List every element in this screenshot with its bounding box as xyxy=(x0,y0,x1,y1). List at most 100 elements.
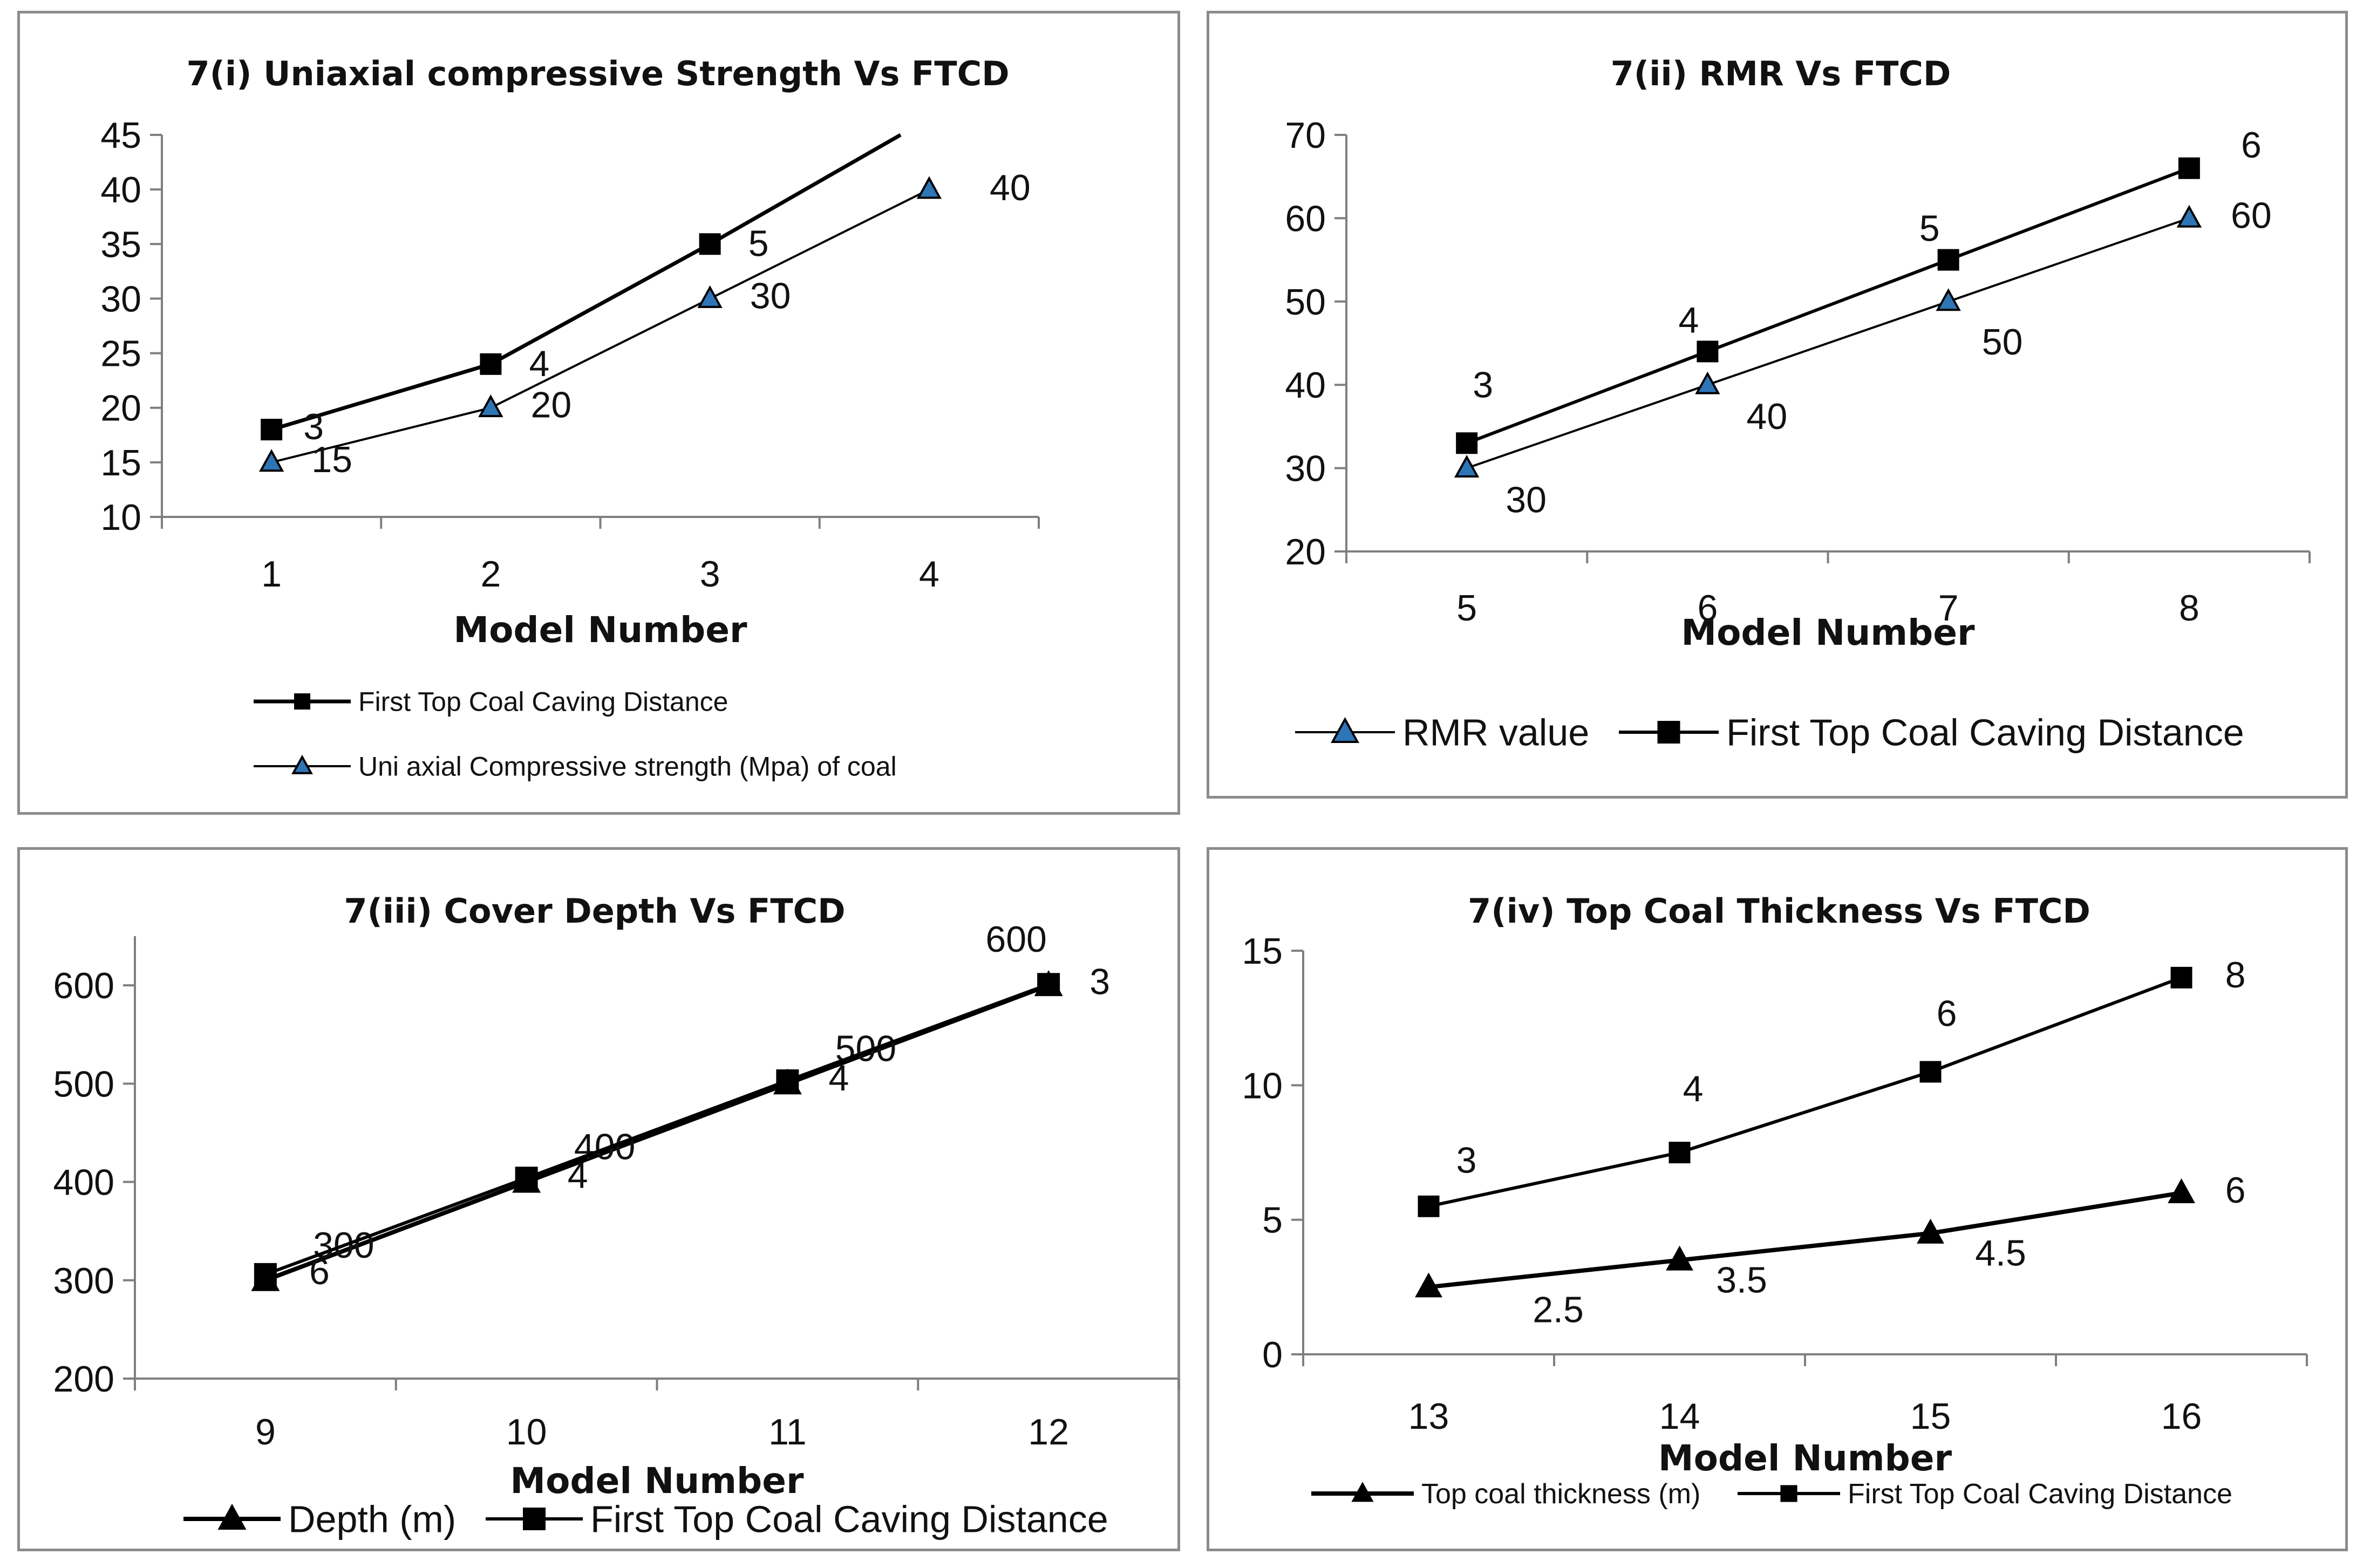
data-label: 600 xyxy=(985,919,1046,960)
y-tick-label: 200 xyxy=(53,1359,114,1400)
y-tick-label: 20 xyxy=(100,388,141,429)
data-label: 30 xyxy=(1506,480,1547,521)
data-label: 50 xyxy=(1982,322,2023,363)
data-point xyxy=(1917,1218,1944,1244)
data-label: 500 xyxy=(835,1028,896,1069)
data-point xyxy=(1695,371,1720,394)
chart-1: 7(i) Uniaxial compressive Strength Vs FT… xyxy=(100,54,1040,782)
data-label: 5 xyxy=(1919,208,1940,249)
legend-marker xyxy=(1351,1482,1374,1502)
series-2: 3 4 6 8 xyxy=(1418,955,2246,1217)
data-label: 40 xyxy=(1747,396,1788,437)
series-line xyxy=(264,983,1050,1276)
data-label: 4 xyxy=(828,1058,849,1099)
legend: RMR value First Top Coal Caving Distance xyxy=(1295,712,2244,754)
series-line xyxy=(1466,166,2190,445)
y-tick-label: 10 xyxy=(1242,1065,1283,1106)
series-1: 30 40 50 60 xyxy=(1454,195,2272,521)
legend-item: First Top Coal Caving Distance xyxy=(254,687,728,717)
data-point xyxy=(697,285,723,308)
y-tick-label: 30 xyxy=(1285,448,1326,489)
y-tick-label: 300 xyxy=(53,1260,114,1301)
data-point xyxy=(2178,157,2200,179)
chart-title: 7(iii) Cover Depth Vs FTCD xyxy=(344,891,845,931)
data-point xyxy=(1919,1061,1942,1083)
legend-marker xyxy=(1331,717,1359,743)
legend-item: RMR value xyxy=(1295,712,1589,754)
series-2: 6 4 4 3 xyxy=(254,961,1110,1292)
legend: Depth (m) First Top Coal Caving Distance xyxy=(183,1498,1108,1540)
x-tick-label: 10 xyxy=(506,1412,547,1453)
series-1: 3 4 5 xyxy=(261,133,902,447)
y-tick-label: 5 xyxy=(1262,1200,1283,1241)
y-tick-label: 0 xyxy=(1262,1334,1283,1375)
legend-label: Uni axial Compressive strength (Mpa) of … xyxy=(358,752,897,782)
data-label: 15 xyxy=(311,439,352,480)
series-line xyxy=(271,188,930,463)
chart-4: 7(iv) Top Coal Thickness Vs FTCD 0 5 10 15 13… xyxy=(1242,891,2308,1510)
data-point xyxy=(1666,1245,1693,1271)
legend-label: Top coal thickness (m) xyxy=(1421,1478,1700,1510)
data-label: 8 xyxy=(2225,955,2246,996)
data-label: 2.5 xyxy=(1533,1289,1584,1330)
data-point xyxy=(1415,1272,1442,1298)
series-line xyxy=(1428,976,2182,1208)
legend-label: Depth (m) xyxy=(288,1498,456,1540)
data-label: 30 xyxy=(750,275,791,316)
data-point xyxy=(2170,966,2192,988)
data-point xyxy=(1454,454,1480,478)
data-label: 4.5 xyxy=(1975,1233,2026,1274)
data-point xyxy=(1418,1195,1440,1217)
x-tick-label: 6 xyxy=(1697,588,1718,629)
data-point xyxy=(2168,1178,2195,1203)
chart-title: 7(i) Uniaxial compressive Strength Vs FT… xyxy=(186,54,1009,93)
y-tick-label: 40 xyxy=(100,169,141,210)
chart-2: 7(ii) RMR Vs FTCD 20 30 40 50 60 70 5 6 7 8 Model N… xyxy=(1285,54,2311,754)
data-label: 3 xyxy=(1456,1140,1477,1181)
legend-item: Depth (m) xyxy=(183,1498,456,1540)
legend-label: RMR value xyxy=(1402,712,1589,754)
y-tick-label: 600 xyxy=(53,965,114,1006)
data-point xyxy=(2176,204,2202,228)
data-label: 40 xyxy=(990,167,1031,208)
x-tick-label: 16 xyxy=(2161,1396,2202,1437)
x-tick-label: 9 xyxy=(255,1412,276,1453)
series-line xyxy=(271,133,902,432)
legend-item: First Top Coal Caving Distance xyxy=(486,1498,1108,1540)
x-axis-label: Model Number xyxy=(1658,1437,1952,1479)
data-point xyxy=(776,1069,799,1092)
y-tick-label: 45 xyxy=(100,115,141,156)
data-label: 3 xyxy=(303,406,324,447)
chart-panel-2 xyxy=(1207,11,2348,799)
x-tick-label: 12 xyxy=(1028,1412,1069,1453)
x-axis-label: Model Number xyxy=(510,1460,804,1502)
y-tick-label: 60 xyxy=(1285,198,1326,239)
series-line xyxy=(1466,217,2190,469)
y-tick-label: 20 xyxy=(1285,531,1326,572)
data-label: 4 xyxy=(529,343,549,384)
data-point xyxy=(1697,340,1719,363)
data-point xyxy=(916,176,942,199)
x-tick-label: 3 xyxy=(700,554,720,595)
data-label: 4 xyxy=(1678,299,1699,340)
x-tick-label: 7 xyxy=(1938,588,1959,629)
data-point xyxy=(478,394,503,418)
x-tick-label: 15 xyxy=(1910,1396,1951,1437)
y-tick-label: 50 xyxy=(1285,282,1326,323)
data-point xyxy=(254,1263,277,1286)
legend-item: First Top Coal Caving Distance xyxy=(1619,712,2244,754)
x-tick-label: 11 xyxy=(768,1412,807,1453)
y-tick-label: 70 xyxy=(1285,115,1326,156)
y-tick-label: 15 xyxy=(100,442,141,483)
y-tick-label: 30 xyxy=(100,278,141,319)
chart-3: 7(iii) Cover Depth Vs FTCD 200 300 400 500 60… xyxy=(53,891,1180,1540)
data-label: 3 xyxy=(1473,364,1493,405)
data-label: 6 xyxy=(309,1251,330,1292)
legend-item: First Top Coal Caving Distance xyxy=(1738,1478,2232,1510)
data-label: 60 xyxy=(2231,195,2272,236)
data-point xyxy=(258,449,284,472)
y-tick-label: 500 xyxy=(53,1063,114,1105)
data-point xyxy=(1936,288,1961,311)
series-2: 15 20 30 40 xyxy=(258,167,1031,480)
x-tick-label: 5 xyxy=(1456,588,1477,629)
